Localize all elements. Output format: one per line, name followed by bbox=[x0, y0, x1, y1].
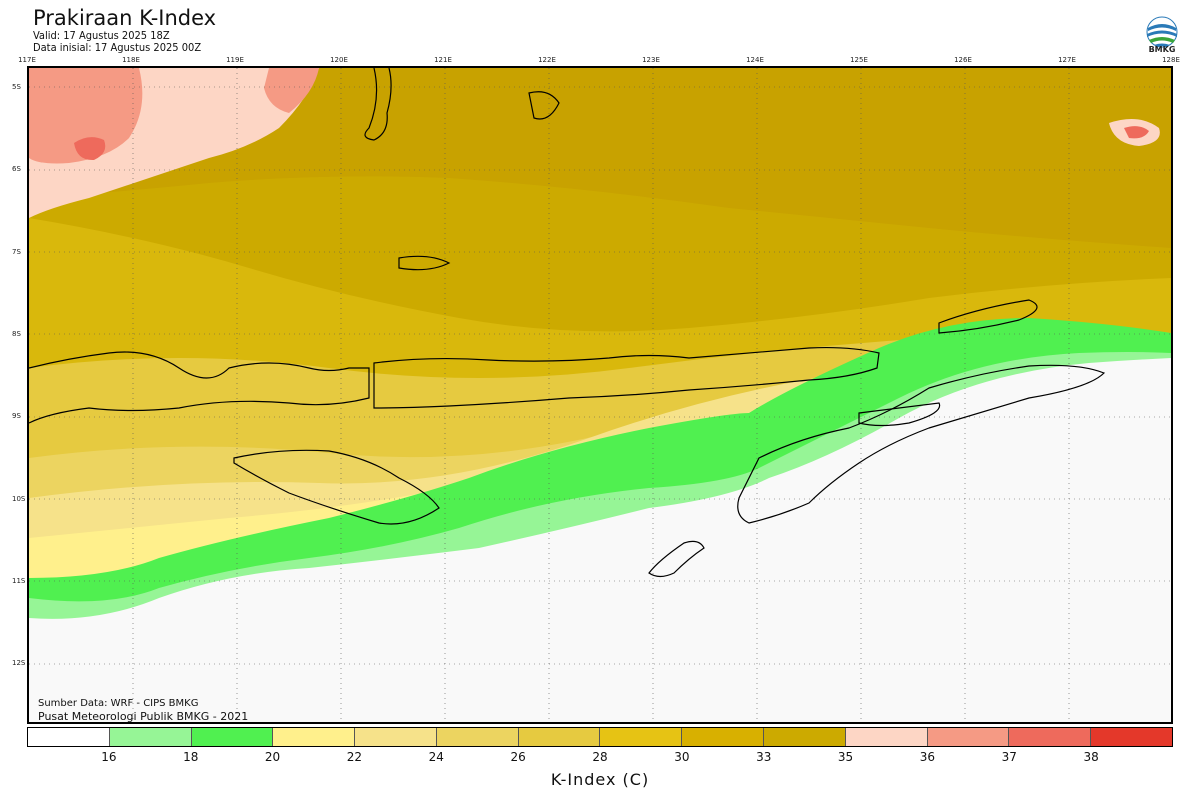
colorbar-bin bbox=[191, 728, 274, 746]
coast-timor bbox=[737, 364, 1106, 524]
k-index-map bbox=[27, 66, 1173, 724]
colorbar-bin bbox=[28, 728, 110, 746]
colorbar-bin bbox=[1009, 728, 1092, 746]
colorbar-tick-label: 33 bbox=[756, 750, 772, 764]
colorbar-bin bbox=[273, 728, 356, 746]
coast-lombok-sumbawa bbox=[29, 351, 370, 424]
colorbar-bin bbox=[845, 728, 928, 746]
valid-time: Valid: 17 Agustus 2025 18Z bbox=[33, 29, 170, 42]
coast-north-islands bbox=[398, 91, 560, 271]
coast-flores bbox=[373, 346, 880, 409]
lon-label: 119E bbox=[226, 56, 244, 64]
lat-label: 5S bbox=[12, 83, 21, 91]
colorbar-bin bbox=[355, 728, 437, 746]
colorbar-tick-label: 37 bbox=[1001, 750, 1017, 764]
colorbar-tick-label: 20 bbox=[264, 750, 281, 764]
field-high-n bbox=[264, 68, 319, 113]
colorbar-bin bbox=[927, 728, 1010, 746]
colorbar-bin bbox=[518, 728, 601, 746]
publisher: Pusat Meteorologi Publik BMKG - 2021 bbox=[38, 710, 249, 723]
colorbar-tick-label: 28 bbox=[592, 750, 608, 764]
coast-wetar bbox=[938, 299, 1038, 334]
init-time: Data inisial: 17 Agustus 2025 00Z bbox=[33, 41, 202, 54]
colorbar-tick-label: 36 bbox=[919, 750, 936, 764]
field-band-33-35-north bbox=[29, 68, 1171, 248]
coast-alor bbox=[858, 402, 941, 427]
field-high-ne bbox=[1124, 126, 1149, 139]
colorbar bbox=[27, 727, 1173, 747]
lat-label: 7S bbox=[12, 247, 21, 256]
colorbar-tick-label: 24 bbox=[428, 750, 444, 764]
field-band-below-16 bbox=[29, 358, 1171, 722]
colorbar-bin bbox=[1091, 728, 1172, 746]
field-high-nw-peak bbox=[74, 137, 106, 161]
lon-label: 121E bbox=[434, 56, 452, 64]
colorbar-bin bbox=[682, 728, 765, 746]
colorbar-bin bbox=[436, 728, 519, 746]
lon-label: 126E bbox=[954, 56, 972, 64]
lat-label: 6S bbox=[12, 165, 21, 174]
lat-label: 10S bbox=[12, 494, 26, 503]
lat-label: 8S bbox=[12, 329, 21, 338]
colorbar-tick-label: 38 bbox=[1083, 750, 1099, 764]
map-header: Prakiraan K-Index Valid: 17 Agustus 2025… bbox=[33, 6, 216, 54]
bmkg-logo-icon bbox=[1146, 16, 1178, 48]
graticule bbox=[29, 68, 1171, 722]
colorbar-tick-label: 16 bbox=[101, 750, 117, 764]
colorbar-title: K-Index (C) bbox=[550, 770, 650, 789]
coast-sumba bbox=[233, 449, 440, 525]
colorbar-tick-label: 30 bbox=[674, 750, 690, 764]
lon-label: 127E bbox=[1058, 56, 1076, 64]
coast-sulawesi-south bbox=[364, 68, 392, 141]
colorbar-tick-label: 35 bbox=[837, 750, 854, 764]
colorbar-tick-label: 26 bbox=[510, 750, 526, 764]
lon-label: 128E bbox=[1162, 56, 1180, 64]
lon-label: 120E bbox=[330, 56, 348, 64]
k-index-field bbox=[29, 68, 1171, 722]
lat-label: 11S bbox=[12, 576, 26, 585]
colorbar-tick-label: 22 bbox=[346, 750, 363, 764]
lon-label: 125E bbox=[850, 56, 868, 64]
lon-label: 123E bbox=[642, 56, 660, 64]
colorbar-bin bbox=[764, 728, 846, 746]
colorbar-bin bbox=[600, 728, 683, 746]
lon-label: 124E bbox=[746, 56, 764, 64]
field-high-nw bbox=[29, 68, 143, 164]
lat-label: 9S bbox=[12, 412, 21, 421]
data-source: Sumber Data: WRF - CIPS BMKG bbox=[38, 698, 199, 709]
map-title: Prakiraan K-Index bbox=[33, 6, 217, 30]
lon-label: 117E bbox=[18, 56, 36, 64]
lon-label: 122E bbox=[538, 56, 556, 64]
coastlines bbox=[29, 68, 1106, 578]
lon-label: 118E bbox=[122, 56, 140, 64]
coast-rote bbox=[648, 540, 705, 578]
logo-text: BMKG bbox=[1148, 45, 1176, 54]
lat-label: 12S bbox=[12, 659, 26, 668]
colorbar-tick-label: 18 bbox=[183, 750, 199, 764]
colorbar-bin bbox=[109, 728, 192, 746]
